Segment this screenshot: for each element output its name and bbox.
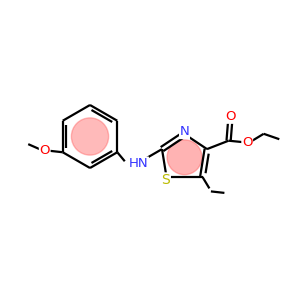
Text: O: O <box>40 144 50 157</box>
Circle shape <box>167 140 202 175</box>
Text: N: N <box>180 125 189 139</box>
Text: HN: HN <box>129 157 148 170</box>
Text: S: S <box>161 173 170 187</box>
Circle shape <box>71 118 109 155</box>
Text: O: O <box>242 136 253 149</box>
Text: O: O <box>225 110 236 123</box>
